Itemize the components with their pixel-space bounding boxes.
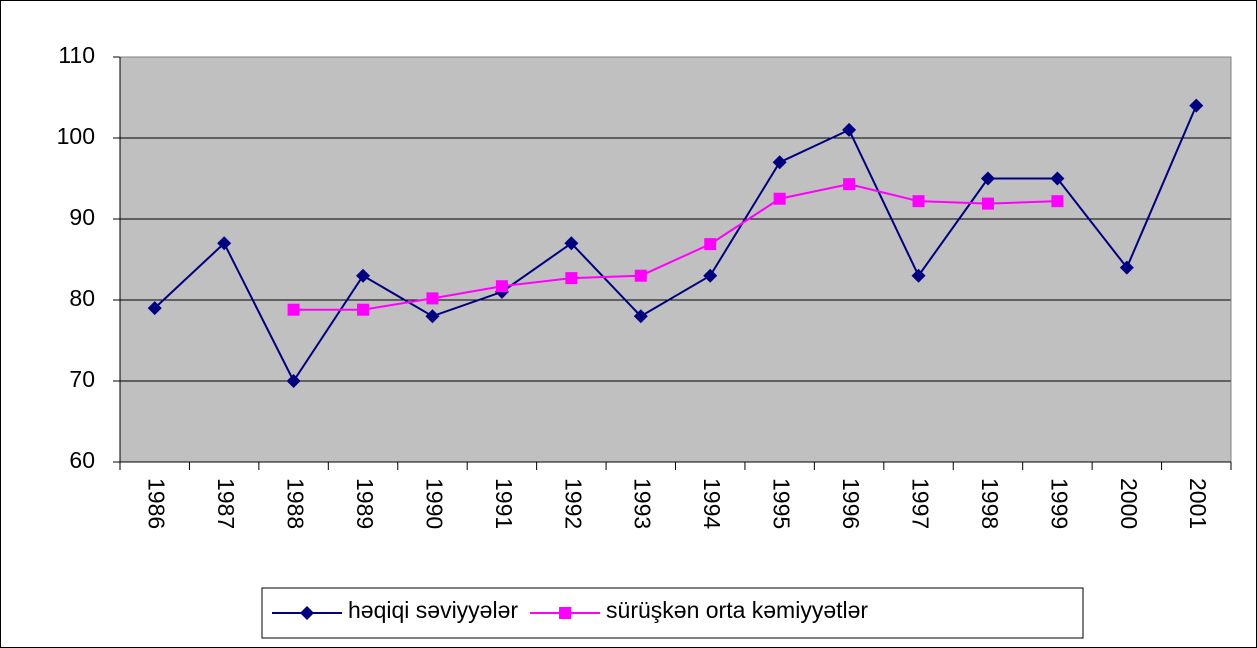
marker — [357, 303, 370, 316]
marker — [911, 268, 926, 283]
series-line — [293, 183, 1058, 311]
marker — [634, 269, 647, 282]
x-tick-label: 1997 — [907, 478, 933, 529]
x-tick-label: 1986 — [144, 478, 170, 529]
y-tick-label: 100 — [57, 123, 95, 149]
marker — [147, 301, 162, 316]
marker — [1051, 195, 1064, 208]
marker — [912, 195, 925, 208]
x-tick-label: 1995 — [769, 478, 795, 529]
marker — [286, 374, 301, 388]
marker — [564, 236, 579, 251]
marker — [1050, 171, 1065, 186]
y-tick-label: 80 — [69, 285, 95, 311]
marker — [772, 155, 787, 170]
x-tick-label: 1996 — [838, 478, 864, 529]
marker — [842, 122, 857, 137]
marker — [1189, 98, 1204, 113]
marker — [980, 171, 995, 186]
x-tick-label: 1989 — [352, 478, 378, 529]
series-line — [154, 105, 1198, 383]
marker — [565, 272, 578, 285]
marker — [843, 178, 856, 191]
legend-label: sürüşkən orta kəmiyyətlər — [606, 597, 868, 623]
legend-label: həqiqi səviyyələr — [348, 597, 518, 623]
marker — [426, 292, 439, 305]
marker — [425, 309, 440, 324]
marker — [495, 280, 508, 293]
marker — [981, 197, 994, 210]
legend-box — [261, 587, 1084, 639]
y-tick-label: 60 — [69, 447, 95, 473]
x-tick-label: 1994 — [699, 478, 725, 529]
x-tick-label: 1999 — [1046, 478, 1072, 529]
x-tick-label: 1998 — [977, 478, 1003, 529]
x-tick-label: 1987 — [213, 478, 239, 529]
x-tick-label: 2001 — [1185, 478, 1211, 529]
marker — [703, 268, 718, 283]
marker — [559, 607, 572, 619]
marker — [217, 236, 232, 251]
marker — [773, 192, 786, 205]
marker — [287, 303, 300, 316]
marker — [633, 309, 648, 324]
marker — [704, 238, 717, 251]
y-tick-label: 110 — [58, 42, 95, 68]
x-tick-label: 2000 — [1116, 478, 1142, 529]
legend: həqiqi səviyyələr sürüşkən orta kəmiyyətl… — [261, 587, 1084, 639]
x-tick-label: 1990 — [421, 478, 447, 529]
x-tick-label: 1993 — [630, 478, 656, 529]
marker — [356, 268, 371, 283]
x-tick-label: 1992 — [560, 478, 586, 529]
y-tick-label: 70 — [69, 366, 95, 392]
marker — [1119, 260, 1134, 275]
x-tick-label: 1988 — [283, 478, 309, 529]
y-tick-label: 90 — [69, 204, 95, 230]
x-tick-label: 1991 — [491, 478, 517, 529]
marker — [300, 606, 314, 620]
